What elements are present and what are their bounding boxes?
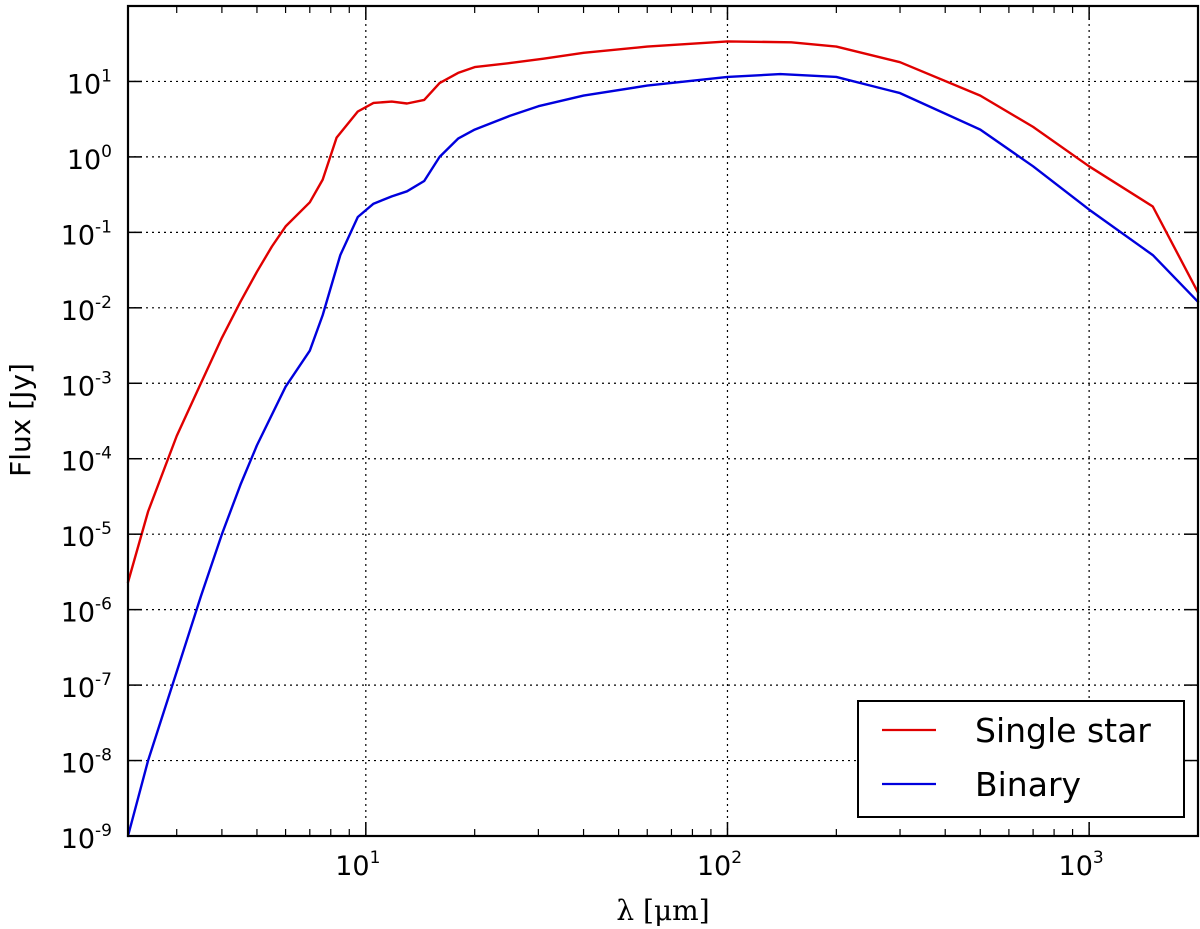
y-tick-exponent: -7 [95,670,112,690]
legend-label-single-star: Single star [975,711,1151,750]
y-tick-exponent: -9 [95,821,112,841]
y-tick-exponent: -8 [95,746,112,766]
y-tick-label: 10-1 [61,217,112,251]
grid-lines [128,6,1198,836]
y-tick-labels: 10-910-810-710-610-510-410-310-210-11001… [61,66,112,855]
axis-ticks [128,6,1199,837]
y-tick-base: 10 [61,371,95,402]
y-axis-label: Flux [Jy] [4,363,37,477]
series-line-single-star [126,40,1200,584]
plot-frame [126,4,1200,838]
y-tick-base: 10 [61,296,95,327]
x-axis-label: λ [μm] [616,894,709,927]
x-tick-base: 10 [335,851,369,882]
legend-box [857,700,1185,818]
x-tick-label: 101 [335,848,380,882]
y-tick-base: 10 [61,749,95,780]
series-line-binary [126,72,1200,838]
y-tick-base: 10 [67,145,101,176]
y-tick-exponent: -1 [95,217,112,237]
legend: Single star Binary [857,700,1185,818]
y-tick-base: 10 [61,598,95,629]
y-tick-base: 10 [61,447,95,478]
y-tick-label: 10-9 [61,821,112,855]
y-tick-label: 10-2 [61,293,112,327]
y-tick-label: 10-3 [61,368,112,402]
y-tick-exponent: -6 [95,595,112,615]
y-tick-base: 10 [67,69,101,100]
y-tick-label: 10-6 [61,595,112,629]
y-tick-exponent: -3 [95,368,112,388]
x-tick-base: 10 [1059,851,1093,882]
x-tick-labels: 101 102 103 [335,848,1104,882]
y-tick-exponent: 1 [101,66,112,86]
x-tick-label: 103 [1059,848,1104,882]
legend-label-binary: Binary [975,765,1081,804]
y-tick-label: 10-7 [61,670,112,704]
y-tick-base: 10 [61,824,95,855]
y-tick-base: 10 [61,673,95,704]
y-tick-label: 100 [67,142,112,176]
x-tick-exponent: 3 [1093,848,1104,868]
x-tick-exponent: 1 [370,848,381,868]
y-tick-label: 101 [67,66,112,100]
y-tick-label: 10-5 [61,519,112,553]
y-tick-exponent: -2 [95,293,112,313]
y-tick-base: 10 [61,220,95,251]
x-tick-base: 10 [697,851,731,882]
x-tick-exponent: 2 [731,848,742,868]
y-tick-label: 10-4 [61,444,112,478]
y-tick-exponent: -4 [95,444,112,464]
y-tick-label: 10-8 [61,746,112,780]
y-tick-exponent: 0 [101,142,112,162]
plot-area [126,40,1200,838]
y-tick-base: 10 [61,522,95,553]
y-tick-exponent: -5 [95,519,112,539]
x-tick-label: 102 [697,848,742,882]
